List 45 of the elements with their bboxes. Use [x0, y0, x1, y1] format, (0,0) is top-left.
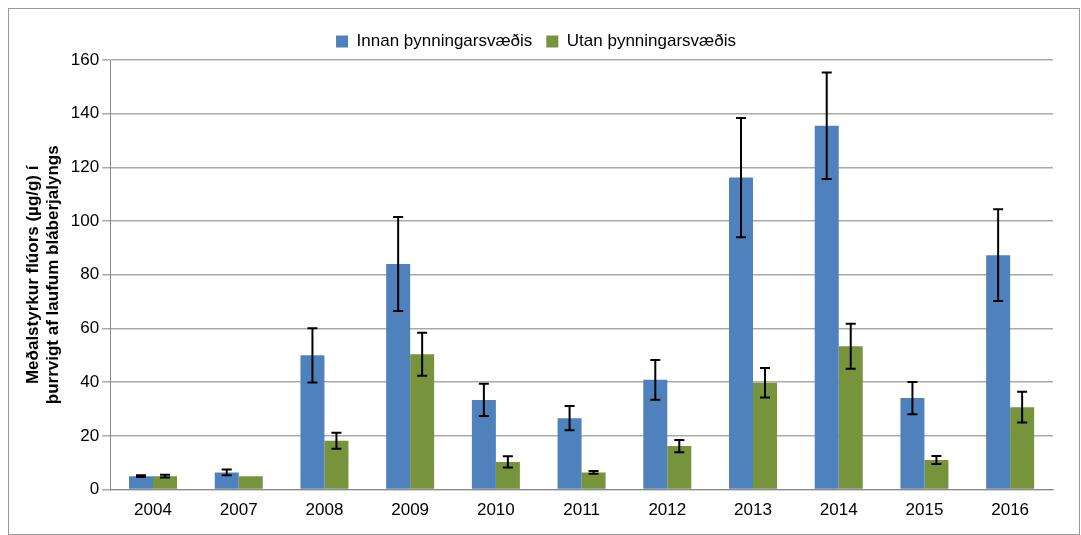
x-tick-label: 2007	[219, 500, 258, 520]
y-tick-label: 160	[70, 49, 100, 69]
bar	[495, 461, 520, 489]
bar	[153, 476, 178, 489]
bar	[814, 125, 839, 489]
bar	[581, 472, 606, 489]
bar	[667, 446, 692, 489]
bar	[129, 476, 154, 489]
x-tick-label: 2010	[476, 500, 515, 520]
x-tick-label: 2012	[648, 500, 687, 520]
x-tick-label: 2004	[134, 500, 172, 520]
bar	[1010, 407, 1035, 489]
bar	[729, 177, 754, 489]
x-tick-label: 2009	[391, 500, 430, 520]
bar	[214, 472, 239, 489]
bar	[643, 379, 668, 489]
x-tick-label: 2011	[563, 500, 600, 520]
bar	[557, 418, 582, 489]
bar	[924, 460, 949, 489]
y-tick-label: 20	[80, 425, 100, 445]
x-tick-label: 2013	[734, 500, 772, 520]
y-tick-label: 140	[70, 103, 100, 123]
bar	[386, 264, 411, 489]
y-tick-label: 100	[70, 210, 100, 230]
y-tick-label: 60	[80, 318, 100, 338]
y-tick-label: 80	[80, 264, 100, 284]
bar	[471, 399, 496, 489]
y-tick-label: 0	[89, 479, 100, 499]
bar	[753, 382, 778, 489]
y-axis-title: Meðalstyrkur flúors (µg/g) í þurrvigt af laufum bláberjalyngs	[22, 145, 63, 405]
bar	[238, 476, 263, 489]
bar	[986, 255, 1011, 489]
legend-label: Utan þynningarsvæðis	[566, 31, 736, 51]
x-tick-label: 2014	[819, 500, 858, 520]
bar	[410, 354, 435, 489]
bar	[324, 440, 349, 489]
x-tick-label: 2016	[991, 500, 1030, 520]
bar	[838, 346, 863, 489]
y-tick-label: 40	[80, 371, 100, 391]
bar	[300, 355, 325, 489]
x-tick-label: 2015	[905, 500, 944, 520]
y-tick-label: 120	[70, 157, 100, 177]
x-tick-label: 2008	[305, 500, 344, 520]
legend-label: Innan þynningarsvæðis	[356, 31, 533, 51]
bar	[900, 398, 925, 489]
